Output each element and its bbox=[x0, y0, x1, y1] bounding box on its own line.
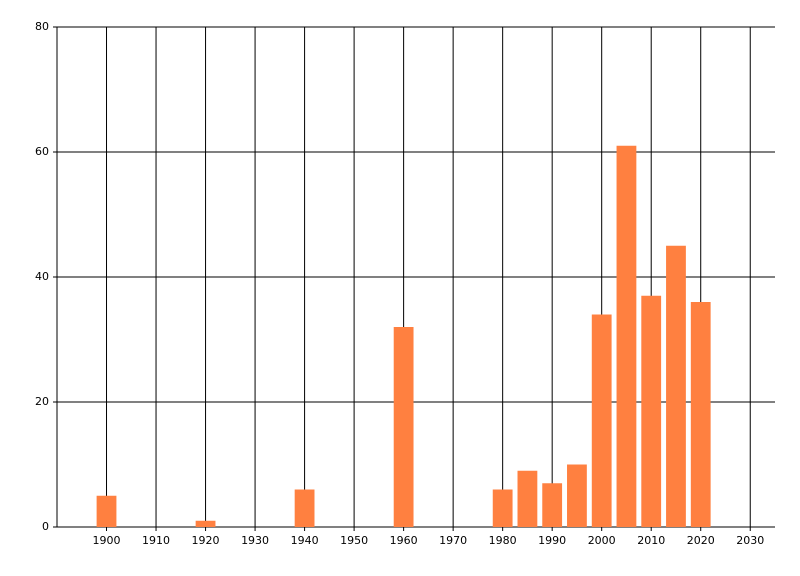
x-tick-label: 2020 bbox=[687, 534, 715, 547]
y-tick-label: 60 bbox=[35, 145, 49, 158]
bar bbox=[666, 245, 686, 527]
bar bbox=[616, 145, 637, 527]
x-tick-label: 2000 bbox=[588, 534, 616, 547]
bar bbox=[542, 483, 563, 527]
bar bbox=[96, 495, 117, 527]
x-tick-label: 1940 bbox=[291, 534, 319, 547]
bar bbox=[492, 489, 513, 527]
x-tick-label: 1950 bbox=[340, 534, 368, 547]
x-tick-label: 2010 bbox=[637, 534, 665, 547]
x-tick-label: 1970 bbox=[439, 534, 467, 547]
x-tick-label: 1910 bbox=[142, 534, 170, 547]
x-tick-label: 2030 bbox=[736, 534, 764, 547]
y-tick-label: 0 bbox=[42, 520, 49, 533]
bar bbox=[690, 302, 711, 527]
x-tick-label: 1930 bbox=[241, 534, 269, 547]
x-tick-label: 1900 bbox=[93, 534, 121, 547]
bar bbox=[517, 470, 538, 527]
y-tick-label: 20 bbox=[35, 395, 49, 408]
bar bbox=[591, 314, 612, 527]
y-tick-label: 40 bbox=[35, 270, 49, 283]
bar bbox=[393, 327, 414, 527]
x-tick-label: 1990 bbox=[538, 534, 566, 547]
x-tick-label: 1960 bbox=[390, 534, 418, 547]
y-tick-label: 80 bbox=[35, 20, 49, 33]
x-tick-label: 1980 bbox=[489, 534, 517, 547]
bar bbox=[641, 295, 662, 527]
bar bbox=[195, 520, 216, 527]
bar bbox=[567, 464, 587, 527]
bar bbox=[294, 489, 315, 527]
x-tick-label: 1920 bbox=[192, 534, 220, 547]
